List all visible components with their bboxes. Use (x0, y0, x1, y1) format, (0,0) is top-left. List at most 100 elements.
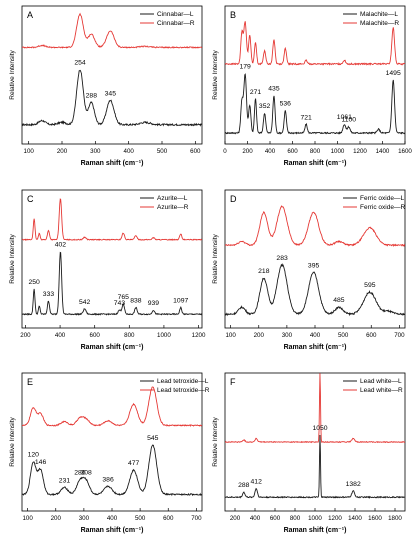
legend-label: Cinnabar—L (157, 11, 194, 18)
x-tick-label: 1000 (331, 148, 345, 155)
x-tick-label: 100 (22, 515, 33, 522)
spectrum-line (22, 251, 202, 316)
peak-label: 288 (86, 92, 98, 99)
y-axis-label: Relative Intensity (212, 50, 219, 100)
legend-label: Ferric oxide—L (360, 195, 404, 202)
peak-label: 838 (130, 298, 142, 305)
peak-label: 542 (79, 299, 91, 306)
peak-label: 939 (148, 300, 160, 307)
spectrum-line (225, 205, 405, 247)
x-axis-label: Raman shift (cm⁻¹) (284, 527, 347, 534)
y-axis-label: Relative Intensity (212, 234, 219, 284)
x-tick-label: 200 (242, 148, 253, 155)
panel-letter: C (27, 194, 34, 204)
x-tick-label: 0 (223, 148, 227, 155)
peak-label: 545 (147, 435, 159, 442)
x-tick-label: 400 (124, 148, 135, 155)
peak-label: 1495 (386, 70, 401, 77)
peak-label: 146 (35, 459, 47, 466)
legend-label: Azurite—R (157, 204, 189, 211)
peak-label: 595 (364, 282, 376, 289)
x-tick-label: 1600 (368, 515, 382, 522)
x-tick-label: 100 (24, 148, 35, 155)
x-axis-label: Raman shift (cm⁻¹) (284, 344, 347, 351)
panel-letter: B (230, 10, 236, 20)
peak-label: 231 (59, 477, 71, 484)
peak-label: 721 (300, 114, 312, 121)
plot-frame (21, 189, 203, 329)
peak-label: 1100 (341, 117, 356, 124)
peak-label: 179 (239, 63, 251, 70)
x-tick-label: 1200 (328, 515, 342, 522)
peak-label: 254 (74, 60, 86, 67)
x-tick-label: 200 (20, 332, 31, 339)
panel-b: B Relative Intensity 0 200 400 600 800 1000 1200… (212, 5, 412, 167)
peak-label: 765 (118, 294, 130, 301)
x-tick-label: 600 (270, 515, 281, 522)
peak-label: 402 (55, 241, 67, 248)
peak-label: 477 (128, 460, 140, 467)
x-tick-label: 400 (310, 332, 321, 339)
x-tick-label: 400 (250, 515, 261, 522)
x-axis-label: Raman shift (cm⁻¹) (81, 527, 144, 534)
panel-letter: D (230, 194, 237, 204)
peak-label: 120 (28, 452, 40, 459)
peak-label: 218 (258, 268, 270, 275)
legend-label: Lead tetroxide—R (157, 387, 210, 394)
x-tick-label: 1400 (376, 148, 390, 155)
peak-label: 412 (251, 479, 263, 486)
x-axis-label: Raman shift (cm⁻¹) (81, 160, 144, 167)
x-tick-label: 200 (254, 332, 265, 339)
legend-label: Malachite—L (360, 11, 398, 18)
peak-label: 286 (74, 469, 86, 476)
peak-label: 288 (238, 482, 250, 489)
x-tick-label: 600 (287, 148, 298, 155)
legend-label: Lead white—L (360, 378, 402, 385)
x-tick-label: 600 (163, 515, 174, 522)
x-tick-label: 500 (135, 515, 146, 522)
y-axis-label: Relative Intensity (9, 417, 16, 467)
spectrum-line (22, 69, 202, 127)
panel-letter: F (230, 377, 236, 387)
x-tick-label: 400 (107, 515, 118, 522)
legend-label: Malachite—R (360, 20, 399, 27)
x-tick-label: 300 (79, 515, 90, 522)
x-tick-label: 700 (191, 515, 202, 522)
x-tick-label: 500 (157, 148, 168, 155)
x-tick-label: 600 (366, 332, 377, 339)
panel-a: A Relative Intensity 100 200 300 400 500 600 Ram… (9, 5, 203, 167)
spectrum-line (225, 73, 405, 135)
spectrum-line (225, 435, 405, 499)
x-tick-label: 800 (124, 332, 135, 339)
x-tick-label: 1000 (157, 332, 171, 339)
panel-d: D Relative Intensity 100 200 300 400 500 600 700… (212, 189, 405, 351)
x-tick-label: 600 (190, 148, 201, 155)
legend-label: Ferric oxide—R (360, 204, 405, 211)
peak-label: 271 (250, 89, 262, 96)
x-tick-label: 1200 (353, 148, 367, 155)
peak-label: 1061 (337, 114, 352, 121)
panel-e: E Relative Intensity 100 200 300 400 500 600 700… (9, 372, 210, 534)
x-tick-label: 800 (290, 515, 301, 522)
x-tick-label: 100 (225, 332, 236, 339)
spectrum-line (22, 444, 202, 497)
spectrum-line (22, 12, 202, 49)
spectrum-line (22, 386, 202, 427)
peak-label: 1382 (346, 481, 361, 488)
x-axis-label: Raman shift (cm⁻¹) (284, 160, 347, 167)
peak-label: 743 (114, 300, 126, 307)
x-tick-label: 400 (55, 332, 66, 339)
x-tick-label: 700 (394, 332, 405, 339)
x-tick-label: 600 (90, 332, 101, 339)
x-tick-label: 800 (310, 148, 321, 155)
plot-frame (21, 5, 203, 145)
x-tick-label: 200 (51, 515, 62, 522)
peak-label: 536 (280, 101, 292, 108)
x-axis-label: Raman shift (cm⁻¹) (81, 344, 144, 351)
peak-label: 308 (80, 469, 92, 476)
legend-label: Lead white—R (360, 387, 403, 394)
x-tick-label: 400 (265, 148, 276, 155)
x-tick-label: 300 (90, 148, 101, 155)
panel-letter: A (27, 10, 33, 20)
